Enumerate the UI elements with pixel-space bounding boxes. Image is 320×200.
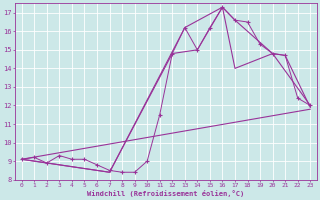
X-axis label: Windchill (Refroidissement éolien,°C): Windchill (Refroidissement éolien,°C) <box>87 190 244 197</box>
